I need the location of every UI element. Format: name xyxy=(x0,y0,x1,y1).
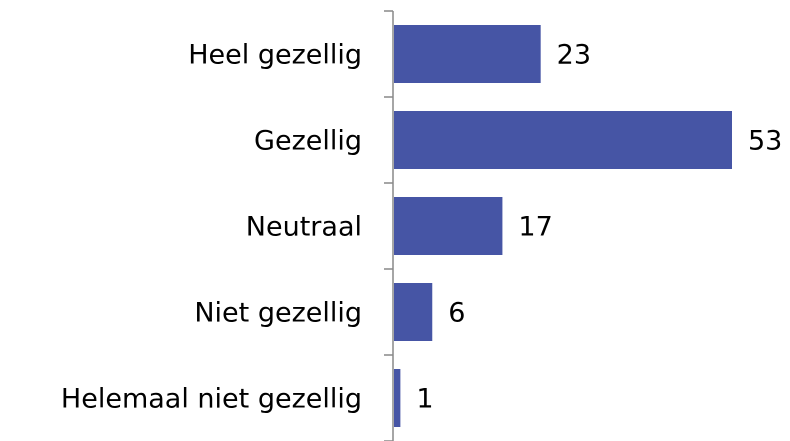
value-label: 1 xyxy=(416,384,433,415)
value-label: 17 xyxy=(518,212,552,243)
category-label: Helemaal niet gezellig xyxy=(61,384,362,415)
bar xyxy=(394,283,433,341)
bar xyxy=(394,111,732,169)
category-label: Niet gezellig xyxy=(194,298,362,329)
bar xyxy=(394,25,541,83)
category-label: Heel gezellig xyxy=(188,40,362,71)
bar xyxy=(394,369,401,427)
bar xyxy=(394,197,503,255)
value-label: 23 xyxy=(557,40,591,71)
value-label: 6 xyxy=(448,298,465,329)
category-label: Neutraal xyxy=(246,212,362,243)
value-label: 53 xyxy=(748,126,782,157)
category-label: Gezellig xyxy=(254,126,362,157)
